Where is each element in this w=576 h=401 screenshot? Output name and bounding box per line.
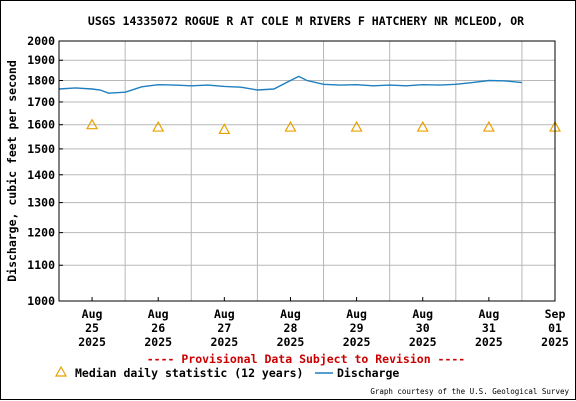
y-tick-label: 1500 bbox=[27, 142, 55, 156]
x-tick-label: 01 bbox=[548, 321, 562, 335]
y-tick-label: 1900 bbox=[27, 53, 55, 67]
y-tick-label: 1300 bbox=[27, 196, 55, 210]
x-tick-label: 2025 bbox=[343, 335, 371, 349]
y-axis-label: Discharge, cubic feet per second bbox=[5, 60, 19, 282]
provisional-notice: ---- Provisional Data Subject to Revisio… bbox=[147, 352, 466, 366]
x-tick-label: 2025 bbox=[144, 335, 172, 349]
x-tick-label: 2025 bbox=[210, 335, 238, 349]
x-tick-label: 30 bbox=[416, 321, 430, 335]
x-tick-label: 2025 bbox=[541, 335, 569, 349]
x-tick-label: Aug bbox=[412, 307, 433, 321]
y-tick-label: 1800 bbox=[27, 74, 55, 88]
x-tick-label: 2025 bbox=[475, 335, 503, 349]
x-tick-label: 27 bbox=[217, 321, 231, 335]
x-tick-label: 31 bbox=[482, 321, 496, 335]
x-tick-label: Sep bbox=[545, 307, 566, 321]
legend: Median daily statistic (12 years) Discha… bbox=[54, 365, 399, 380]
y-tick-label: 1400 bbox=[27, 168, 55, 182]
median-marker bbox=[482, 120, 495, 132]
legend-discharge-label: Discharge bbox=[337, 366, 399, 380]
x-tick-label: 28 bbox=[284, 321, 298, 335]
x-tick-label: 2025 bbox=[277, 335, 305, 349]
x-tick-label: 25 bbox=[85, 321, 99, 335]
x-tick-label: 2025 bbox=[409, 335, 437, 349]
x-tick-label: Aug bbox=[280, 307, 301, 321]
legend-median-label: Median daily statistic (12 years) bbox=[75, 366, 303, 380]
y-tick-label: 1100 bbox=[27, 258, 55, 272]
x-tick-label: Aug bbox=[478, 307, 499, 321]
x-tick-label: 26 bbox=[151, 321, 165, 335]
x-tick-label: Aug bbox=[82, 307, 103, 321]
x-tick-label: 2025 bbox=[78, 335, 106, 349]
legend-triangle-icon bbox=[54, 365, 68, 377]
x-tick-label: Aug bbox=[148, 307, 169, 321]
median-marker bbox=[152, 120, 165, 132]
median-marker bbox=[350, 120, 363, 132]
y-tick-label: 1600 bbox=[27, 118, 55, 132]
y-tick-label: 1700 bbox=[27, 95, 55, 109]
y-tick-label: 1000 bbox=[27, 294, 55, 308]
credit-text: Graph courtesy of the U.S. Geological Su… bbox=[370, 387, 569, 396]
plot-border bbox=[58, 40, 556, 302]
discharge-series-line bbox=[58, 75, 522, 94]
y-tick-label: 1200 bbox=[27, 226, 55, 240]
median-marker bbox=[284, 120, 297, 132]
median-marker bbox=[416, 120, 429, 132]
y-tick-label: 2000 bbox=[27, 34, 55, 48]
median-marker bbox=[86, 118, 99, 130]
x-tick-label: 29 bbox=[350, 321, 364, 335]
chart-title: USGS 14335072 ROGUE R AT COLE M RIVERS F… bbox=[88, 14, 524, 28]
median-marker bbox=[218, 123, 231, 135]
x-tick-label: Aug bbox=[214, 307, 235, 321]
x-tick-label: Aug bbox=[346, 307, 367, 321]
